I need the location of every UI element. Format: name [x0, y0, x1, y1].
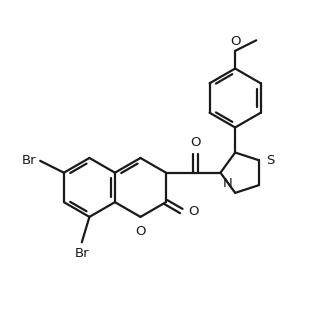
Text: N: N [222, 177, 232, 190]
Text: O: O [230, 35, 241, 48]
Text: O: O [135, 225, 146, 238]
Text: O: O [190, 136, 201, 149]
Text: S: S [266, 154, 274, 167]
Text: Br: Br [74, 247, 89, 260]
Text: O: O [188, 204, 199, 217]
Text: Br: Br [22, 154, 36, 167]
